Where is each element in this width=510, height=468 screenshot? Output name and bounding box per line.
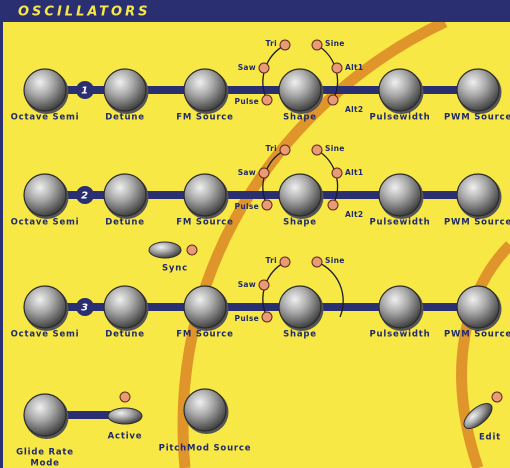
active-button[interactable] xyxy=(108,408,142,424)
knob-label: Pulsewidth xyxy=(370,330,431,340)
knob[interactable] xyxy=(379,286,421,328)
knob[interactable] xyxy=(457,174,499,216)
knob-label: Octave Semi xyxy=(11,330,80,340)
shape-option: Saw xyxy=(238,280,256,289)
led[interactable] xyxy=(259,63,269,73)
shape-option: Alt1 xyxy=(345,168,363,177)
shape-option: Sine xyxy=(325,39,345,48)
shape-option: Tri xyxy=(266,39,277,48)
knob[interactable] xyxy=(24,69,66,111)
knob-label: Pulsewidth xyxy=(370,113,431,123)
knob-label: PWM Source xyxy=(444,330,510,340)
led[interactable] xyxy=(259,168,269,178)
header-title: OSCILLATORS xyxy=(18,5,150,20)
led[interactable] xyxy=(312,40,322,50)
led[interactable] xyxy=(492,392,502,402)
shape-option: Alt2 xyxy=(345,210,363,219)
button-label: Active xyxy=(108,432,143,442)
led[interactable] xyxy=(262,95,272,105)
knob[interactable] xyxy=(279,286,321,328)
led[interactable] xyxy=(262,312,272,322)
knob[interactable] xyxy=(24,394,66,436)
shape-option: Pulse xyxy=(235,97,259,106)
knob-label: Octave Semi xyxy=(11,218,80,228)
knob-label: Glide Rate xyxy=(16,448,74,458)
knob[interactable] xyxy=(184,174,226,216)
oscillator-number: 2 xyxy=(81,191,89,202)
shape-option: Sine xyxy=(325,144,345,153)
knob[interactable] xyxy=(457,286,499,328)
shape-option: Sine xyxy=(325,256,345,265)
knob[interactable] xyxy=(457,69,499,111)
led[interactable] xyxy=(312,145,322,155)
led[interactable] xyxy=(187,245,197,255)
knob-label: FM Source xyxy=(176,113,233,123)
knob[interactable] xyxy=(184,69,226,111)
knob[interactable] xyxy=(104,174,146,216)
oscillator-number: 1 xyxy=(81,86,89,97)
shape-option: Alt1 xyxy=(345,63,363,72)
knob[interactable] xyxy=(104,69,146,111)
knob-label: Shape xyxy=(283,113,317,123)
shape-option: Pulse xyxy=(235,314,259,323)
knob[interactable] xyxy=(24,174,66,216)
led[interactable] xyxy=(280,145,290,155)
knob-label: Mode xyxy=(30,459,59,468)
shape-option: Tri xyxy=(266,256,277,265)
knob[interactable] xyxy=(279,174,321,216)
shape-option: Pulse xyxy=(235,202,259,211)
knob-label: Detune xyxy=(105,113,145,123)
knob-label: Shape xyxy=(283,218,317,228)
led[interactable] xyxy=(280,257,290,267)
shape-option: Saw xyxy=(238,168,256,177)
knob-label: Shape xyxy=(283,330,317,340)
panel-border xyxy=(0,0,3,468)
shape-option: Tri xyxy=(266,144,277,153)
knob[interactable] xyxy=(184,286,226,328)
led[interactable] xyxy=(262,200,272,210)
knob[interactable] xyxy=(104,286,146,328)
knob-label: Pulsewidth xyxy=(370,218,431,228)
button-label: Edit xyxy=(479,433,501,443)
knob-label: FM Source xyxy=(176,218,233,228)
knob[interactable] xyxy=(184,389,226,431)
knob-label: PWM Source xyxy=(444,218,510,228)
knob[interactable] xyxy=(379,69,421,111)
led[interactable] xyxy=(328,95,338,105)
led[interactable] xyxy=(332,63,342,73)
sync-button[interactable] xyxy=(149,242,181,258)
oscillators-panel: OSCILLATORS Octave Semi Detune FM Source Sh… xyxy=(0,0,510,468)
oscillator-number: 3 xyxy=(81,303,89,314)
shape-option: Alt2 xyxy=(345,105,363,114)
led[interactable] xyxy=(332,168,342,178)
sync-label: Sync xyxy=(162,264,188,274)
knob-label: Octave Semi xyxy=(11,113,80,123)
shape-option: Saw xyxy=(238,63,256,72)
knob[interactable] xyxy=(24,286,66,328)
knob-label: Detune xyxy=(105,330,145,340)
knob[interactable] xyxy=(279,69,321,111)
knob-label: PitchMod Source xyxy=(159,444,252,454)
led[interactable] xyxy=(259,280,269,290)
led[interactable] xyxy=(312,257,322,267)
knob-label: PWM Source xyxy=(444,113,510,123)
knob-label: Detune xyxy=(105,218,145,228)
led[interactable] xyxy=(120,392,130,402)
led[interactable] xyxy=(328,200,338,210)
led[interactable] xyxy=(280,40,290,50)
knob-label: FM Source xyxy=(176,330,233,340)
knob[interactable] xyxy=(379,174,421,216)
